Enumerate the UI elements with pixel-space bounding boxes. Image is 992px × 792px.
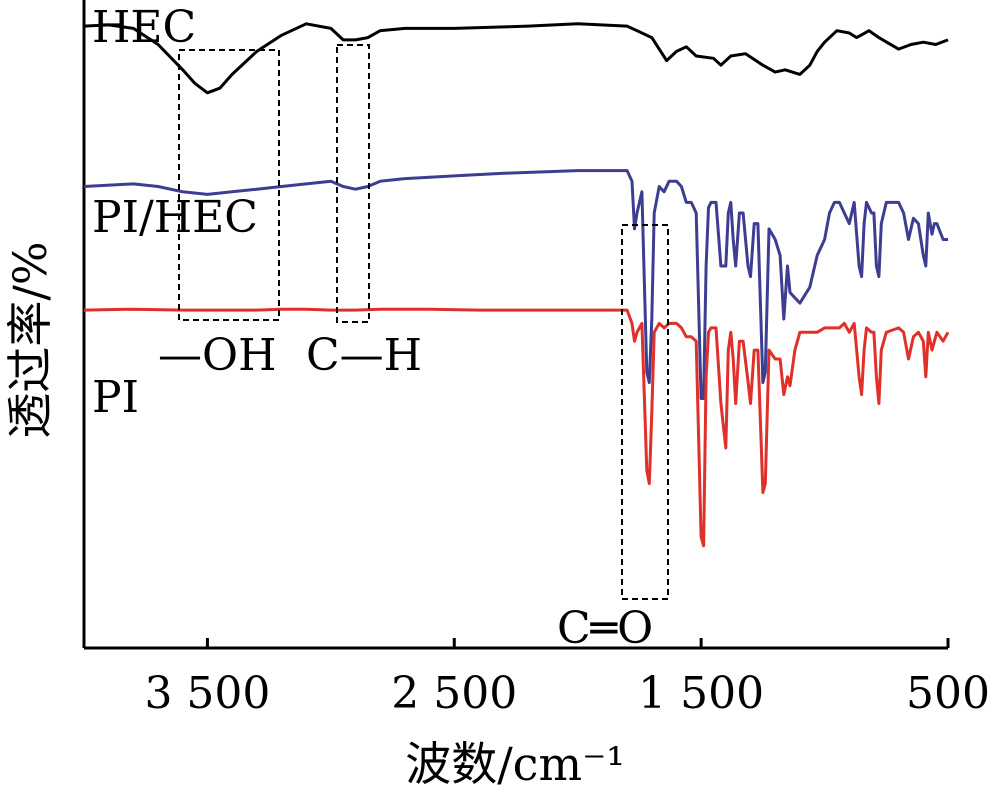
x-tick-label: 2 500 bbox=[391, 668, 517, 719]
series-line-pi-hec bbox=[83, 169, 948, 400]
series-label-pi: PI bbox=[92, 372, 139, 423]
x-tick-label: 3 500 bbox=[144, 668, 270, 719]
annotation-co: C═O bbox=[557, 603, 653, 654]
series-group bbox=[83, 22, 950, 548]
annotation-ch: C—H bbox=[306, 330, 422, 381]
y-axis-title: 透过率/% bbox=[3, 241, 57, 438]
series-label-pi-hec: PI/HEC bbox=[92, 192, 258, 243]
x-tick-label: 500 bbox=[906, 668, 990, 719]
x-axis-title: 波数/cm⁻¹ bbox=[405, 737, 625, 791]
oh-region-box bbox=[178, 49, 280, 321]
x-tick-label: 1 500 bbox=[638, 668, 764, 719]
co-region-box bbox=[621, 224, 669, 600]
series-line-pi bbox=[83, 307, 950, 548]
series-line-hec bbox=[83, 22, 949, 95]
series-label-hec: HEC bbox=[92, 2, 196, 53]
annotation-oh: —OH bbox=[158, 330, 276, 381]
x-tick-group: 3 500 2 500 1 500 500 bbox=[144, 638, 990, 719]
ch-region-box bbox=[336, 44, 370, 323]
